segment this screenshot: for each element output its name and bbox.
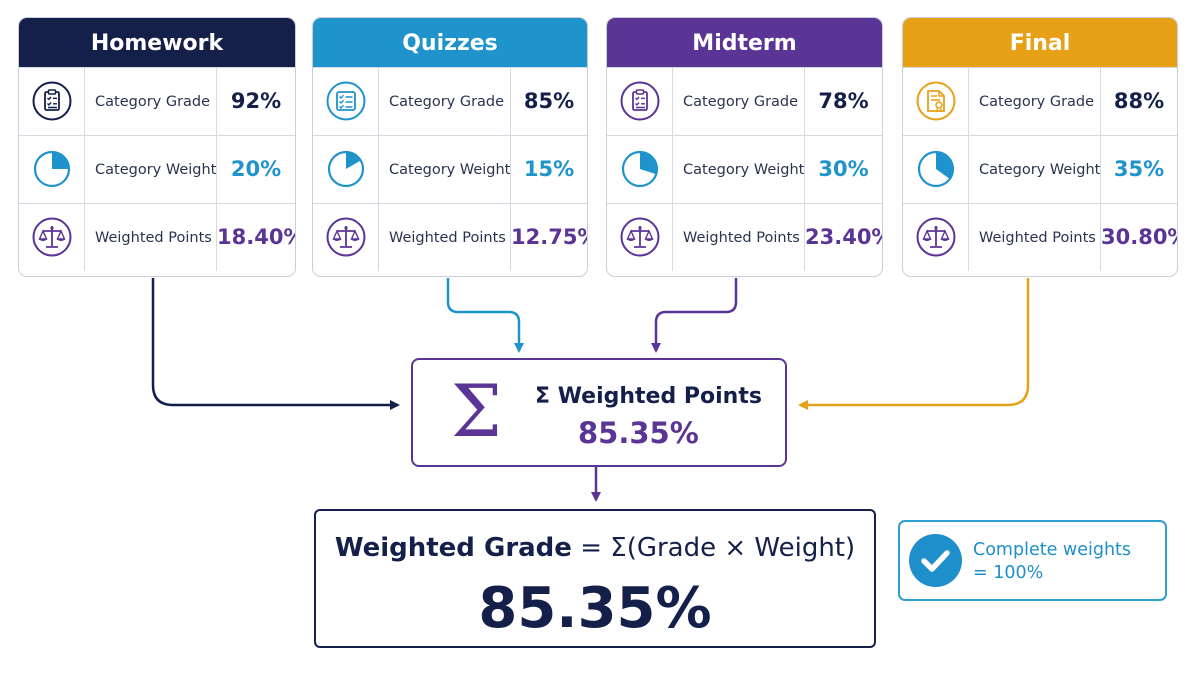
midterm-grade-row: Category Grade 78% (607, 67, 882, 135)
quizzes-weight-value: 15% (510, 136, 587, 203)
final-grade-value: 88% (1100, 68, 1177, 135)
balance-scale-icon (916, 217, 956, 257)
homework-grade-value: 92% (216, 68, 295, 135)
quizzes-grade-row: Category Grade 85% (313, 67, 587, 135)
weighted-points-label: Weighted Points (683, 230, 800, 246)
category-weight-label: Category Weight (95, 162, 217, 178)
quizzes-weight-row: Category Weight 15% (313, 135, 587, 203)
final-points-row: Weighted Points 30.80% (903, 203, 1177, 271)
category-grade-label: Category Grade (95, 94, 211, 110)
balance-scale-icon (620, 217, 660, 257)
quizzes-card: Quizzes Category Grade 85% Category Weig… (312, 17, 588, 277)
weighted-points-label: Weighted Points (389, 230, 506, 246)
pie-slice-icon (32, 149, 72, 189)
final-card: Final Category Grade 88% Category Weight… (902, 17, 1178, 277)
clipboard-checklist-icon (620, 81, 660, 121)
category-grade-label: Category Grade (389, 94, 505, 110)
final-weight-row: Category Weight 35% (903, 135, 1177, 203)
sigma-icon: Σ (451, 369, 502, 453)
clipboard-checklist-icon (32, 81, 72, 121)
midterm-points-value: 23.40% (804, 204, 882, 271)
formula-rhs: Σ(Grade × Weight) (610, 533, 856, 563)
category-grade-label: Category Grade (979, 94, 1095, 110)
midterm-weight-row: Category Weight 30% (607, 135, 882, 203)
checklist-icon (326, 81, 366, 121)
quizzes-connector (446, 278, 524, 353)
midterm-points-row: Weighted Points 23.40% (607, 203, 882, 271)
weighted-grade-box: Weighted Grade = Σ(Grade × Weight) 85.35… (314, 509, 876, 648)
quizzes-points-row: Weighted Points 12.75% (313, 203, 587, 271)
homework-weight-row: Category Weight 20% (19, 135, 295, 203)
complete-weights-text: Complete weights = 100% (973, 539, 1131, 585)
formula-equals: = (580, 533, 602, 563)
pie-slice-icon (326, 149, 366, 189)
final-header: Final (903, 18, 1177, 67)
complete-weights-badge: Complete weights = 100% (898, 520, 1167, 601)
category-weight-label: Category Weight (389, 162, 511, 178)
homework-points-value: 18.40% (216, 204, 295, 271)
midterm-weight-value: 30% (804, 136, 882, 203)
category-weight-label: Category Weight (979, 162, 1101, 178)
sum-box: Σ Σ Weighted Points 85.35% (411, 358, 787, 467)
quizzes-points-value: 12.75% (510, 204, 587, 271)
checkmark-circle-icon (909, 534, 962, 587)
sum-value: 85.35% (578, 416, 699, 450)
weighted-grade-value: 85.35% (478, 576, 712, 641)
homework-weight-value: 20% (216, 136, 295, 203)
quizzes-grade-value: 85% (510, 68, 587, 135)
final-connector (798, 278, 1030, 410)
category-grade-label: Category Grade (683, 94, 799, 110)
pie-slice-icon (620, 149, 660, 189)
homework-connector (151, 278, 400, 410)
final-grade-row: Category Grade 88% (903, 67, 1177, 135)
homework-header: Homework (19, 18, 295, 67)
midterm-grade-value: 78% (804, 68, 882, 135)
formula-lhs: Weighted Grade (334, 533, 572, 563)
midterm-card: Midterm Category Grade 78% Category Weig… (606, 17, 883, 277)
complete-weights-line1: Complete weights (973, 540, 1132, 560)
homework-grade-row: Category Grade 92% (19, 67, 295, 135)
pie-slice-icon (916, 149, 956, 189)
homework-card: Homework Category Grade 92% Category Wei… (18, 17, 296, 277)
homework-points-row: Weighted Points 18.40% (19, 203, 295, 271)
certificate-document-icon (916, 81, 956, 121)
midterm-header: Midterm (607, 18, 882, 67)
quizzes-header: Quizzes (313, 18, 587, 67)
weighted-grade-formula: Weighted Grade = Σ(Grade × Weight) (316, 533, 874, 563)
final-points-value: 30.80% (1100, 204, 1177, 271)
weighted-points-label: Weighted Points (979, 230, 1096, 246)
midterm-connector (651, 278, 738, 353)
weighted-points-label: Weighted Points (95, 230, 212, 246)
complete-weights-line2: = 100% (973, 563, 1044, 583)
final-weight-value: 35% (1100, 136, 1177, 203)
sum-title: Σ Weighted Points (535, 384, 762, 409)
balance-scale-icon (326, 217, 366, 257)
balance-scale-icon (32, 217, 72, 257)
category-weight-label: Category Weight (683, 162, 805, 178)
